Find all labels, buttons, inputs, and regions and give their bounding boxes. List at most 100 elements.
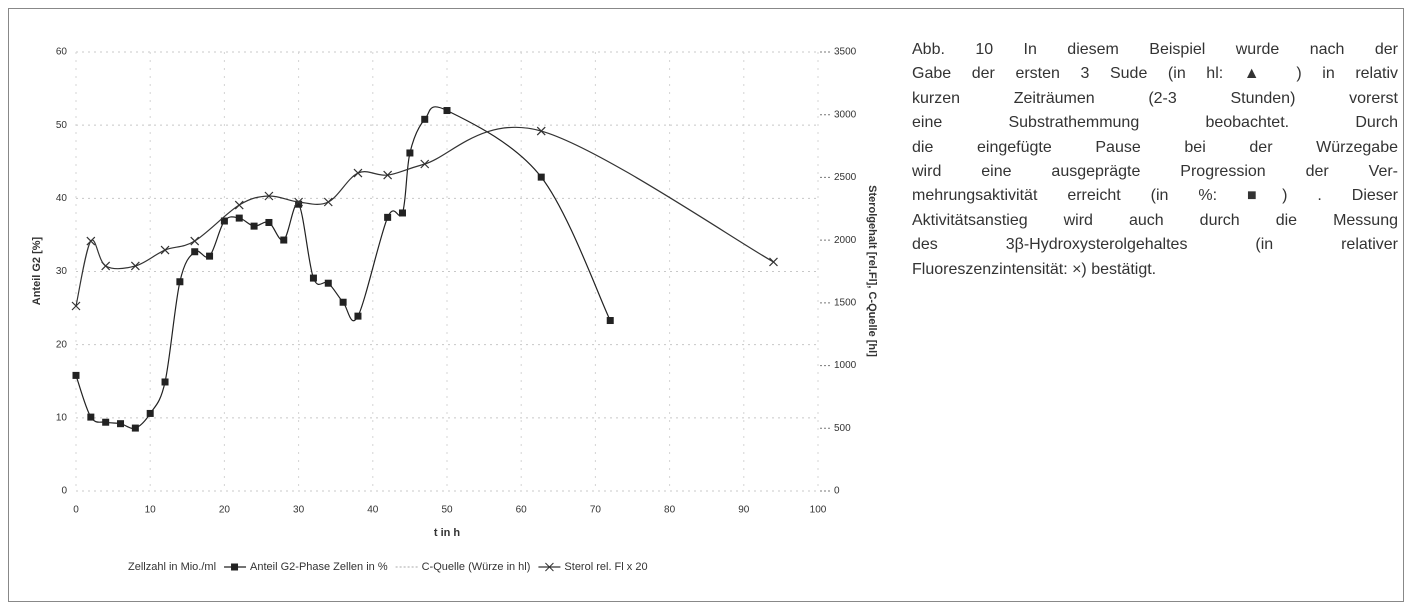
cross-marker [71,301,81,311]
square-marker [117,420,125,428]
x-tick-label: 30 [293,505,305,516]
series-line [75,106,611,430]
square-marker [309,274,317,282]
cross-marker [420,159,430,169]
series-line [75,126,774,307]
square-marker [146,409,154,417]
cross-stroke [420,159,430,169]
y2-tick-label: 1500 [834,297,857,308]
y-tick-label: 60 [56,47,68,58]
x-tick-label: 80 [664,505,676,516]
square-marker [235,214,243,222]
y2-tick-label: 0 [834,486,840,497]
legend-label: Sterol rel. Fl x 20 [564,561,647,573]
cross-marker [190,236,200,246]
y2-tick-label: 3000 [834,109,857,120]
cross-marker [264,191,274,201]
square-marker [354,312,362,320]
y2-tick-label: 500 [834,423,851,434]
square-marker [421,115,429,123]
y2-tick-label: 2500 [834,172,857,183]
x-tick-label: 20 [219,505,231,516]
cross-marker [130,261,140,271]
x-tick-label: 50 [441,505,453,516]
x-tick-label: 40 [367,505,379,516]
x-tick-label: 10 [145,505,157,516]
caption-line: Gabe der ersten 3 Sude (in hl: ▲ ) in re… [912,65,1398,83]
y-tick-label: 30 [56,266,68,277]
legend-marker [545,562,554,572]
cross-stroke [71,301,81,311]
cross-marker [101,261,111,271]
cross-stroke [353,168,363,178]
x-tick-label: 0 [73,505,79,516]
square-marker [220,217,228,225]
cross-marker [294,197,304,207]
square-marker [606,317,614,325]
legend-label: Anteil G2-Phase Zellen in % [250,561,388,573]
square-marker [398,209,406,217]
caption-line: eine Substrathemmung beobachtet. Durch [912,114,1398,132]
cross-marker [323,197,333,207]
figure-frame [8,8,1404,602]
square-marker [406,149,414,157]
legend-label: Zellzahl in Mio./ml [128,561,216,573]
cross-marker [86,236,96,246]
cross-stroke [160,245,170,255]
cross-stroke [294,197,304,207]
square-marker [537,173,545,181]
square-marker [339,298,347,306]
legend-marker [231,563,239,571]
square-marker [72,371,80,379]
square-marker [176,278,184,286]
cross-stroke [769,257,778,267]
cross-marker [536,126,546,136]
x-tick-label: 90 [738,505,750,516]
chart: Anteil G2 [%] Sterolgehalt [rel.Fl], C-Q… [31,47,878,573]
cross-marker [353,168,363,178]
y-tick-label: 0 [61,486,67,497]
caption: Abb. 10 In diesem Beispiel wurde nach de… [912,38,1398,282]
caption-line: Aktivitätsanstieg wird auch durch die Me… [912,211,1398,229]
square-marker [443,107,451,115]
cross-stroke [190,236,200,246]
cross-stroke [234,200,244,210]
y2-tick-label: 3500 [834,47,857,58]
y-tick-label: 10 [56,412,68,423]
square-marker [280,236,288,244]
cross-marker [234,200,244,210]
caption-line: des 3β-Hydroxysterolgehaltes (in relativ… [912,236,1398,254]
caption-line: mehrungsaktivität erreicht (in %: ■) . D… [912,187,1398,205]
caption-line: Fluoreszenzintensität: ×) bestätigt. [912,260,1157,278]
cross-stroke [101,261,111,271]
square-marker [131,424,139,432]
y-axis-label: Anteil G2 [%] [31,236,43,305]
square-marker [265,218,273,226]
caption-line: die eingefügte Pause bei der Würzegabe [912,138,1398,156]
y-tick-label: 20 [56,339,68,350]
square-marker [191,248,199,256]
cross-marker [769,257,778,267]
square-marker [206,252,214,260]
y2-tick-label: 1000 [834,360,857,371]
y2-tick-label: 2000 [834,235,857,246]
legend-label: C-Quelle (Würze in hl) [422,561,531,573]
caption-line: kurzen Zeiträumen (2-3 Stunden) vorerst [912,89,1398,107]
cross-stroke [130,261,140,271]
square-marker [295,200,303,208]
x-axis-label: t in h [434,527,461,539]
x-tick-label: 100 [810,505,827,516]
cross-stroke [264,191,274,201]
cross-marker [383,170,393,180]
square-marker [250,222,258,230]
square-marker [87,413,95,421]
caption-line: Abb. 10 In diesem Beispiel wurde nach de… [912,41,1398,58]
cross-stroke [536,126,546,136]
y-tick-label: 50 [56,120,68,131]
square-marker [161,378,169,386]
cross-stroke [323,197,333,207]
y-tick-label: 40 [56,193,68,204]
y2-axis-label: Sterolgehalt [rel.Fl], C-Quelle [hl] [866,185,878,357]
square-marker [102,418,110,426]
